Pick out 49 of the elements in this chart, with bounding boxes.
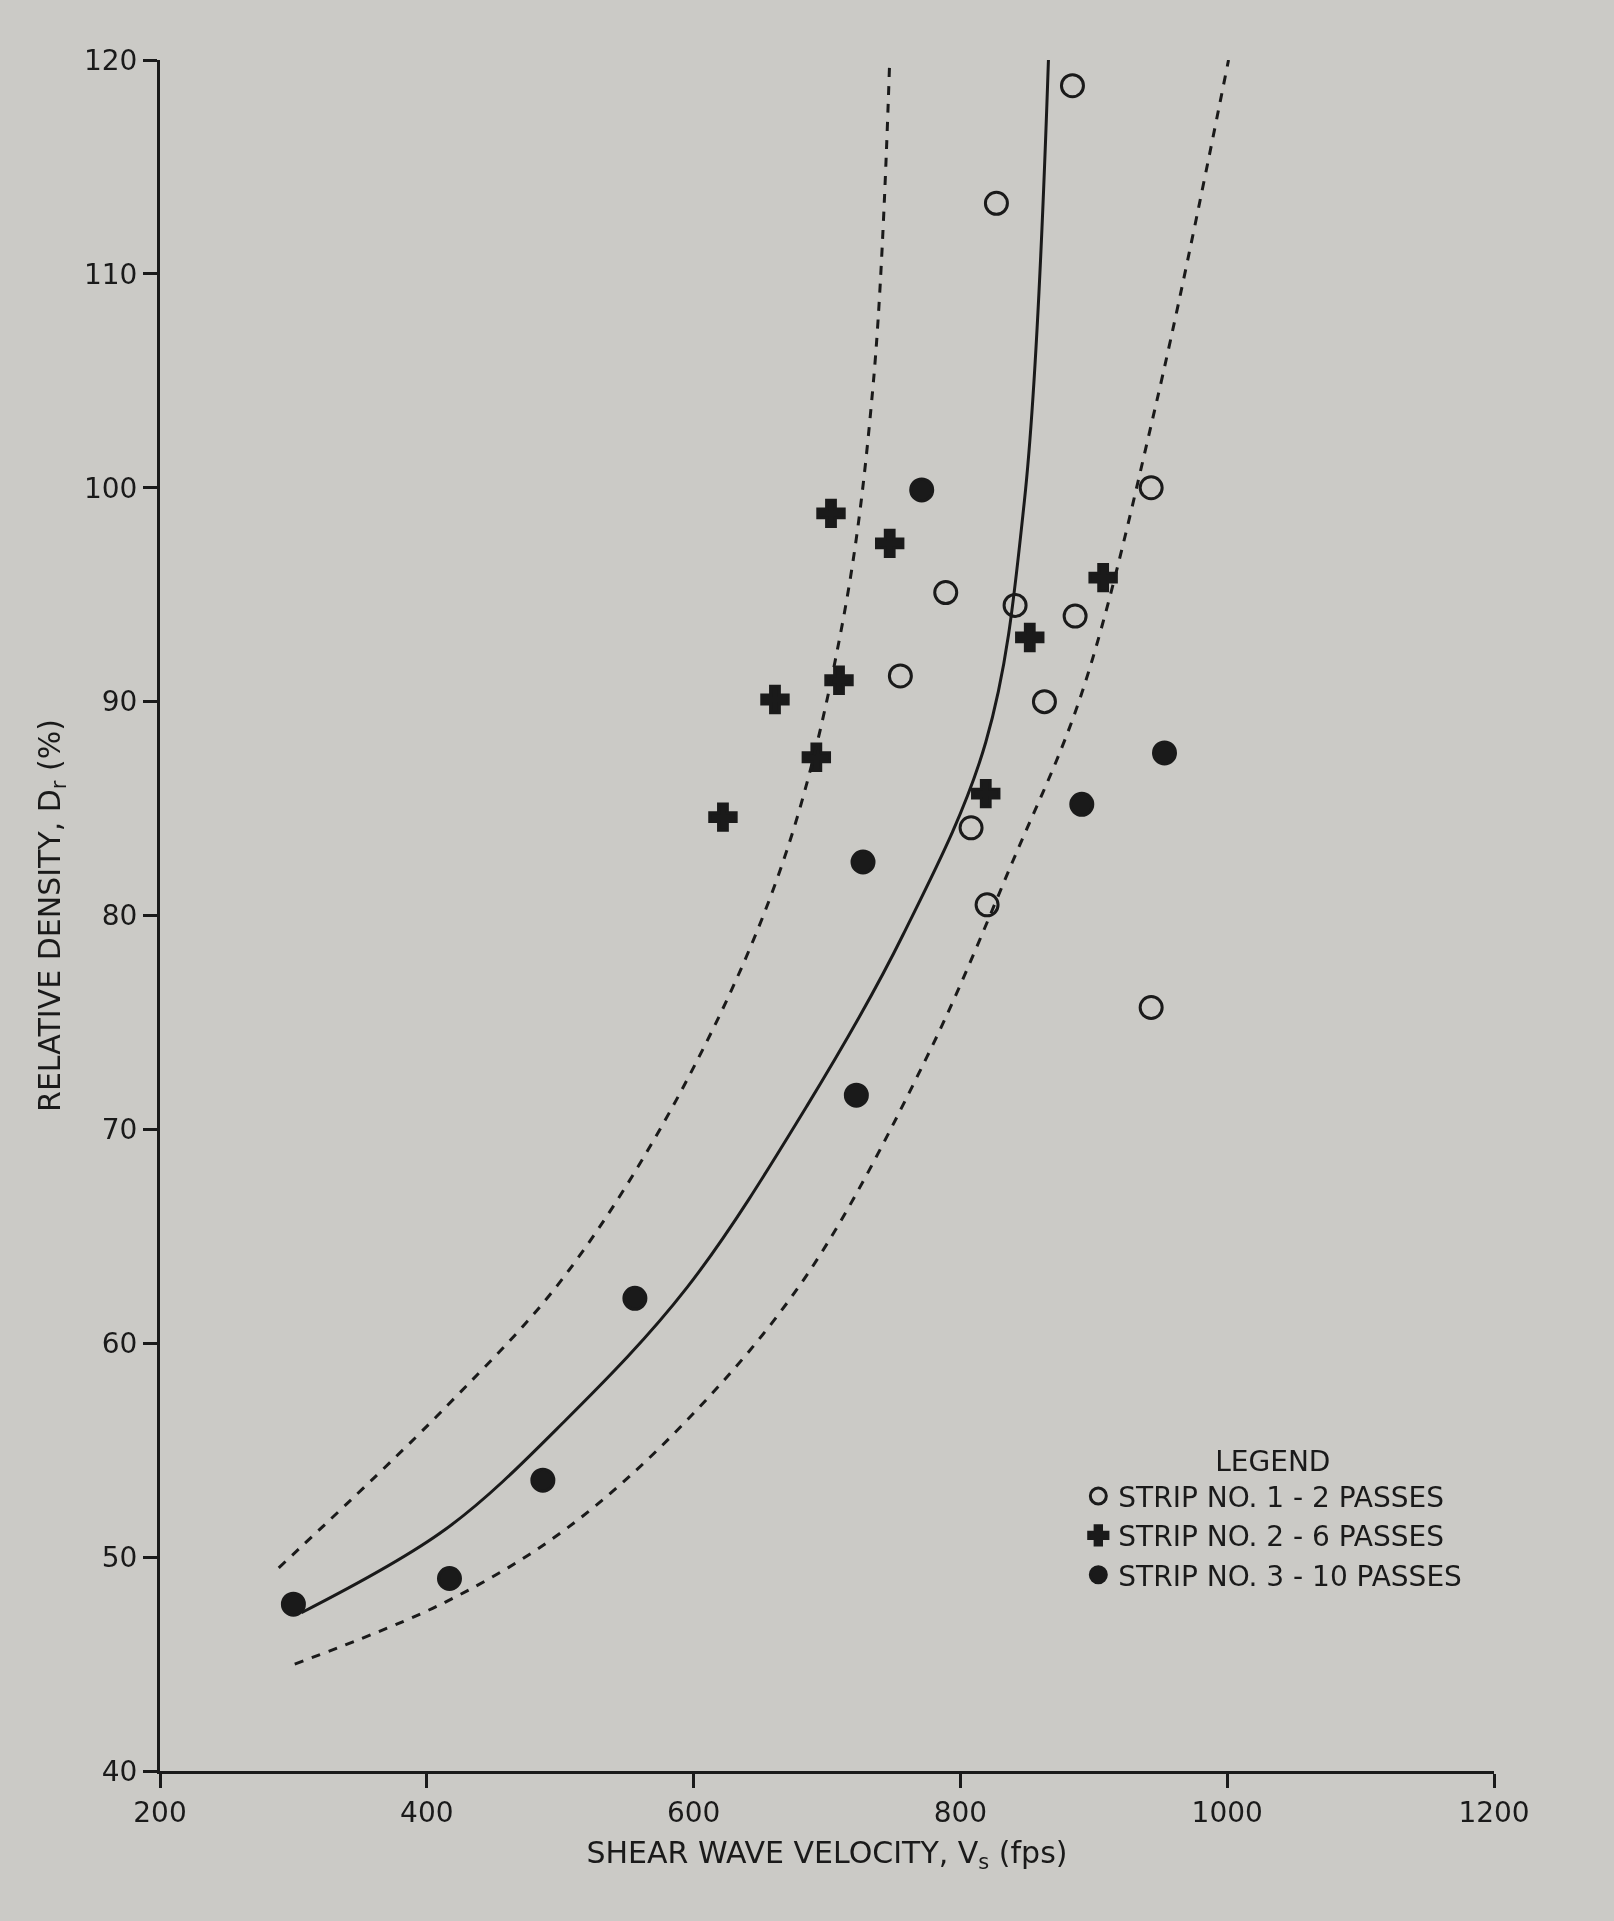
point bbox=[760, 684, 790, 715]
point bbox=[824, 665, 854, 695]
legend-label: STRIP NO. 2 - 6 PASSES bbox=[1118, 1520, 1445, 1554]
point bbox=[887, 663, 913, 689]
point bbox=[933, 580, 959, 606]
y-tick-label: 50 bbox=[101, 1540, 138, 1574]
y-tick-label: 80 bbox=[101, 899, 138, 933]
y-tick-label: 60 bbox=[101, 1327, 138, 1361]
point bbox=[280, 1591, 306, 1617]
point bbox=[1015, 622, 1045, 653]
point bbox=[875, 528, 905, 559]
point bbox=[622, 1285, 648, 1311]
point bbox=[1031, 689, 1057, 715]
x-tick-label: 600 bbox=[666, 1795, 721, 1829]
point bbox=[843, 1082, 869, 1108]
x-axis-title: SHEAR WAVE VELOCITY, V$_{s}$ (fps) bbox=[586, 1835, 1068, 1875]
point bbox=[909, 477, 935, 503]
point bbox=[708, 802, 738, 832]
y-tick-label: 40 bbox=[101, 1754, 138, 1788]
point bbox=[971, 778, 1001, 809]
point bbox=[816, 498, 846, 529]
x-tick-label: 1000 bbox=[1191, 1795, 1263, 1829]
point bbox=[801, 742, 832, 772]
x-tick-label: 1200 bbox=[1458, 1795, 1530, 1829]
point bbox=[983, 190, 1009, 216]
y-tick-label: 100 bbox=[83, 471, 138, 505]
y-tick-label: 110 bbox=[83, 257, 138, 291]
point bbox=[1152, 740, 1177, 766]
y-tick-label: 70 bbox=[101, 1113, 138, 1147]
point bbox=[850, 849, 876, 875]
legend-label: STRIP NO. 3 - 10 PASSES bbox=[1118, 1559, 1462, 1593]
point bbox=[958, 815, 984, 841]
x-tick-label: 800 bbox=[933, 1795, 988, 1829]
y-tick-label: 120 bbox=[83, 43, 138, 77]
point bbox=[1062, 603, 1088, 629]
point bbox=[974, 892, 1000, 918]
x-tick-label: 400 bbox=[400, 1795, 454, 1829]
legend-label: STRIP NO. 1 - 2 PASSES bbox=[1118, 1480, 1445, 1514]
point bbox=[1069, 791, 1095, 817]
y-tick-label: 90 bbox=[101, 685, 138, 719]
point bbox=[1088, 562, 1118, 593]
point bbox=[1138, 475, 1164, 501]
x-tick-label: 200 bbox=[133, 1795, 187, 1829]
point bbox=[1138, 994, 1164, 1020]
point bbox=[530, 1467, 556, 1493]
point bbox=[1059, 73, 1085, 99]
point bbox=[436, 1566, 462, 1591]
point bbox=[1002, 592, 1028, 618]
legend-title: LEGEND bbox=[1215, 1445, 1331, 1479]
